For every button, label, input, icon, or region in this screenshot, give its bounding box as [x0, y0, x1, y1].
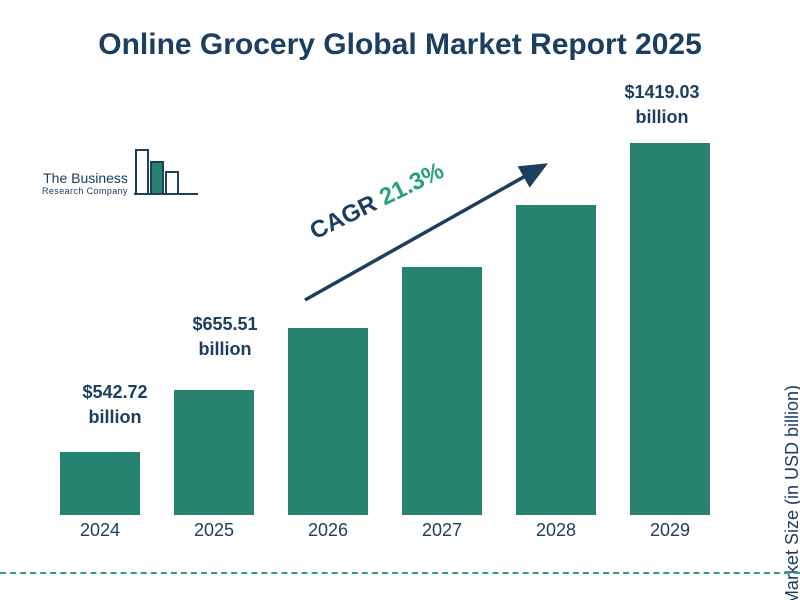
y-axis-title: Market Size (in USD billion): [782, 385, 800, 600]
year-label-2027: 2027: [421, 520, 463, 540]
year-label-2028: 2028: [535, 520, 577, 540]
value-label-2024: $542.72 billion: [82, 382, 148, 428]
year-label-2025: 2025: [193, 520, 235, 540]
bar-column-2025: [174, 390, 254, 515]
year-label-2024: 2024: [79, 520, 121, 540]
bar-series: [60, 70, 710, 515]
chart-plot-area: [60, 70, 710, 515]
year-label-2026: 2026: [307, 520, 349, 540]
company-logo: The Business Research Company: [42, 148, 200, 200]
value-label-2029: $1419.03 billion: [624, 82, 700, 128]
bar-2025: [174, 390, 254, 515]
bar-2024: [60, 452, 140, 515]
logo-line1: The Business: [43, 169, 128, 186]
bar-2027: [402, 267, 482, 515]
bar-column-2027: [402, 267, 482, 515]
bar-column-2028: [516, 205, 596, 515]
page-title: Online Grocery Global Market Report 2025: [98, 28, 702, 61]
bottom-dashed-divider: [0, 572, 800, 574]
year-label-2029: 2029: [649, 520, 691, 540]
bar-2029: [630, 143, 710, 515]
logo-bar-chart-icon: [133, 149, 198, 195]
bar-2026: [288, 328, 368, 515]
bar-column-2029: [630, 143, 710, 515]
value-label-2025: $655.51 billion: [192, 314, 258, 360]
company-logo-text: The Business Research Company: [42, 170, 128, 200]
x-axis: 2024 2025 2026 2027 2028 2029: [60, 520, 710, 541]
bar-column-2024: [60, 452, 140, 515]
bar-2028: [516, 205, 596, 515]
logo-line2: Research Company: [42, 185, 128, 196]
bar-column-2026: [288, 328, 368, 515]
